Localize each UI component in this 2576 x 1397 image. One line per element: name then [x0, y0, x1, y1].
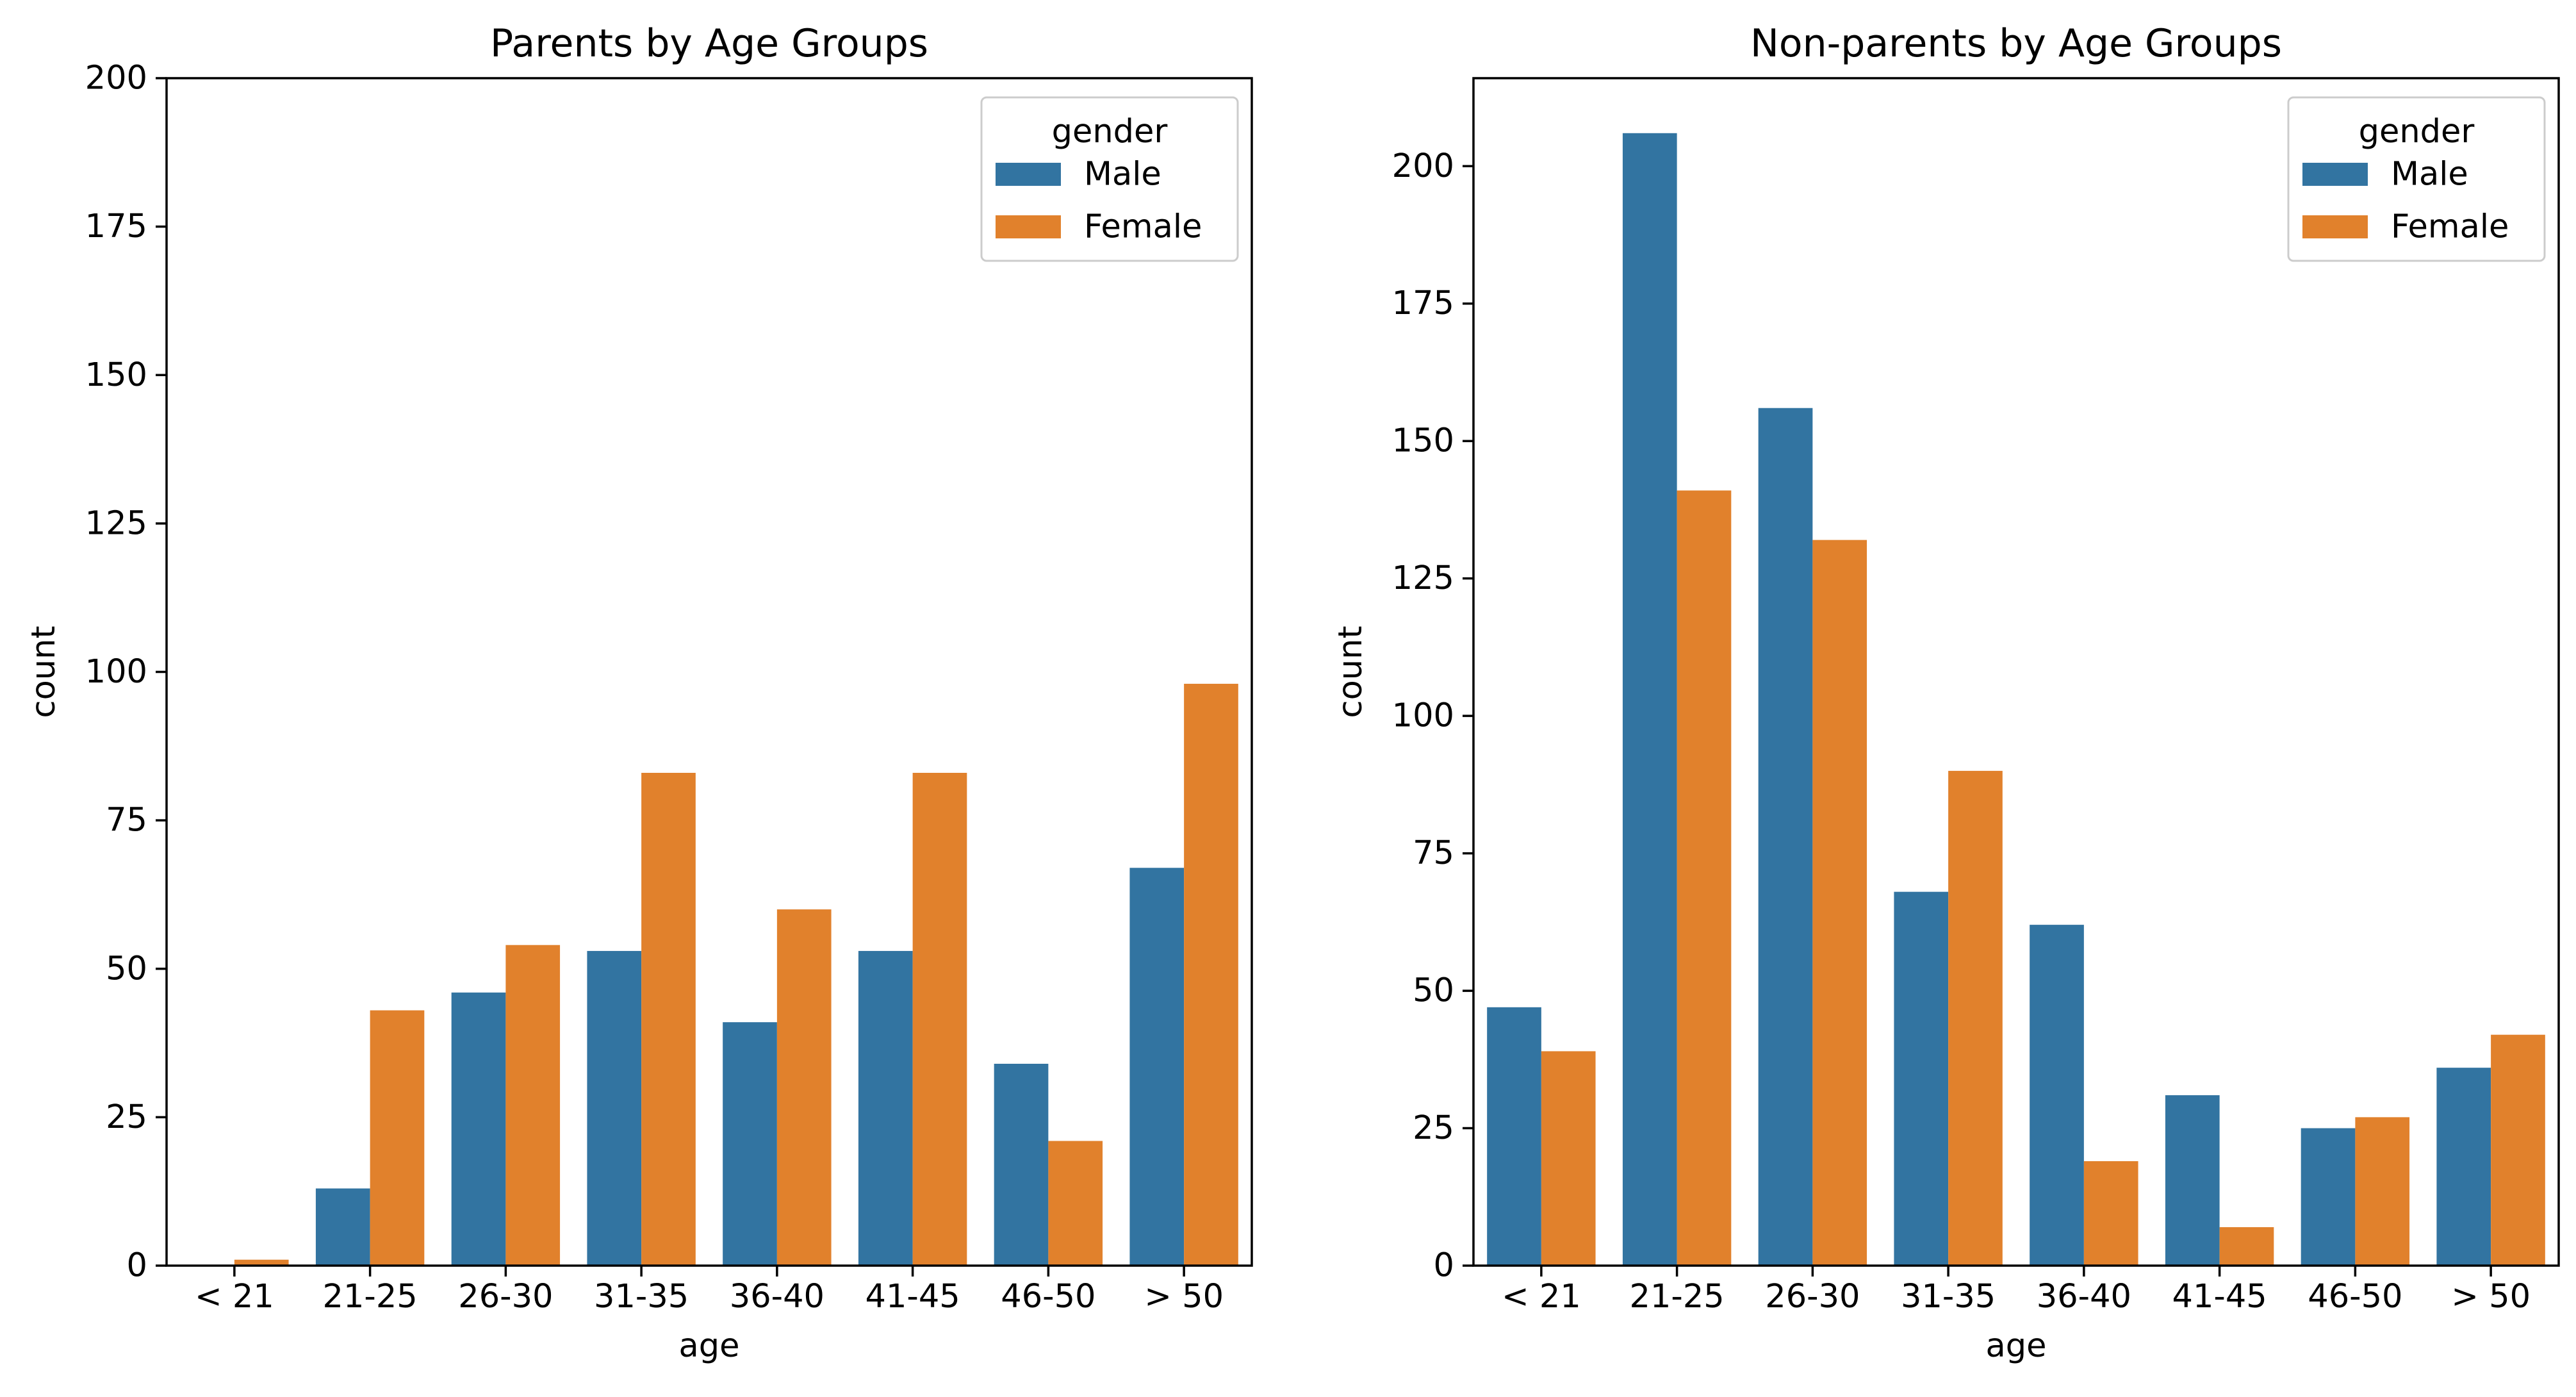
y-tick-label: 25	[106, 1098, 147, 1136]
y-tick-label: 175	[1392, 285, 1454, 322]
x-tick-label: 46-50	[1001, 1278, 1095, 1316]
bar-male-1	[1487, 1007, 1541, 1266]
x-tick-label: 41-45	[2172, 1278, 2267, 1316]
x-tick-label: < 21	[1502, 1278, 1581, 1316]
bar-female-5	[776, 909, 832, 1266]
legend-swatch-male	[2302, 163, 2368, 186]
x-tick-label: 41-45	[866, 1278, 960, 1316]
bar-female-7	[2355, 1117, 2410, 1266]
y-tick-label: 150	[85, 356, 147, 394]
bar-male-5	[723, 1022, 777, 1266]
y-tick-label: 25	[1413, 1109, 1454, 1147]
x-tick-label: 21-25	[323, 1278, 418, 1316]
x-axis-label: age	[678, 1327, 739, 1365]
x-tick-label: 26-30	[458, 1278, 553, 1316]
bar-female-4	[1948, 770, 2003, 1266]
bar-male-3	[1758, 408, 1813, 1266]
x-tick-label: 21-25	[1630, 1278, 1725, 1316]
y-tick-label: 50	[1413, 972, 1454, 1010]
legend-title: gender	[1052, 113, 1168, 151]
bar-male-6	[2165, 1095, 2220, 1266]
y-tick-label: 125	[1392, 559, 1454, 597]
legend-label-male: Male	[1084, 156, 1161, 194]
x-tick-label: < 21	[195, 1278, 274, 1316]
bar-female-2	[1677, 490, 1732, 1266]
y-tick-label: 125	[85, 504, 147, 542]
legend-swatch-female	[2302, 215, 2368, 238]
bar-male-7	[2301, 1128, 2356, 1266]
x-tick-label: 26-30	[1765, 1278, 1860, 1316]
bar-female-1	[234, 1259, 289, 1266]
chart-title: Parents by Age Groups	[490, 21, 928, 66]
bar-male-6	[858, 950, 913, 1266]
bar-male-4	[1894, 891, 1949, 1266]
x-tick-label: > 50	[2451, 1278, 2531, 1316]
bar-male-2	[1622, 133, 1677, 1266]
x-tick-label: 36-40	[2037, 1278, 2131, 1316]
chart-title: Non-parents by Age Groups	[1750, 21, 2282, 66]
bar-female-7	[1048, 1141, 1103, 1266]
y-axis-label: count	[1332, 626, 1370, 718]
bar-male-5	[2030, 925, 2084, 1266]
bar-female-3	[505, 945, 561, 1266]
legend-title: gender	[2359, 113, 2475, 151]
y-tick-label: 0	[127, 1247, 147, 1285]
bar-female-8	[1184, 684, 1238, 1266]
legend-label-female: Female	[2391, 208, 2509, 246]
legend-swatch-female	[996, 215, 1061, 238]
y-tick-label: 100	[85, 653, 147, 691]
chart-panel-1: 0 25 50 75 100 125 150 175 200 < 21 21-25 26-30 31-3…	[25, 21, 1253, 1365]
bar-male-8	[2436, 1068, 2491, 1266]
bar-female-2	[370, 1010, 425, 1266]
y-tick-label: 200	[1392, 147, 1454, 185]
y-tick-label: 50	[106, 950, 147, 988]
bar-male-8	[1129, 868, 1185, 1266]
y-tick-label: 150	[1392, 422, 1454, 460]
bar-male-7	[994, 1063, 1049, 1266]
legend-label-male: Male	[2391, 156, 2468, 194]
x-tick-label: 31-35	[1901, 1278, 1996, 1316]
bar-male-2	[315, 1188, 370, 1266]
bar-female-1	[1541, 1051, 1596, 1266]
x-tick-label: > 50	[1144, 1278, 1224, 1316]
bar-female-4	[641, 773, 696, 1266]
legend: gender Male Female	[980, 96, 1239, 262]
bar-male-3	[451, 992, 506, 1266]
x-tick-label: 36-40	[730, 1278, 824, 1316]
y-tick-label: 175	[85, 208, 147, 245]
bar-female-6	[912, 773, 967, 1266]
bar-female-6	[2219, 1227, 2274, 1266]
x-axis-label: age	[1985, 1327, 2046, 1365]
y-tick-label: 200	[85, 60, 147, 97]
legend-label-female: Female	[1084, 208, 1202, 246]
bar-male-4	[587, 950, 642, 1266]
plot-frame	[1472, 77, 2560, 1267]
x-tick-label: 46-50	[2308, 1278, 2402, 1316]
y-tick-label: 0	[1434, 1247, 1454, 1285]
legend-swatch-male	[996, 163, 1061, 186]
chart-panel-2: 0 25 50 75 100 125 150 175 200 < 21 21-25 26-30 31-3…	[1332, 21, 2560, 1365]
y-tick-label: 75	[1413, 834, 1454, 872]
x-tick-label: 31-35	[594, 1278, 689, 1316]
bar-female-5	[2083, 1161, 2138, 1266]
y-tick-label: 75	[106, 802, 147, 839]
legend: gender Male Female	[2287, 96, 2546, 262]
bar-female-3	[1812, 540, 1867, 1266]
y-tick-label: 100	[1392, 697, 1454, 735]
y-axis-label: count	[25, 626, 63, 718]
bar-female-8	[2491, 1034, 2545, 1266]
